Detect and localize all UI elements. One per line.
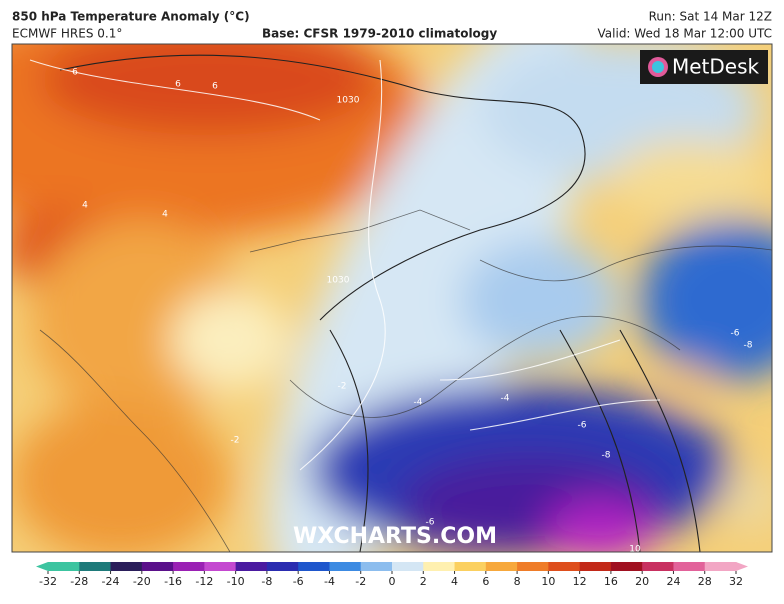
colorbar-tick-label: 0	[389, 575, 396, 588]
contour-label: 1030	[337, 96, 360, 106]
contour-label: -2	[231, 436, 240, 446]
colorbar-segment	[454, 562, 487, 571]
colorbar-tick-label: -2	[355, 575, 366, 588]
colorbar-tick-label: 24	[666, 575, 680, 588]
colorbar-tick-label: 8	[514, 575, 521, 588]
valid: Valid: Wed 18 Mar 12:00 UTC	[598, 27, 772, 41]
contour-label: -2	[338, 382, 347, 392]
colorbar-tick-label: -6	[293, 575, 304, 588]
colorbar-tick-label: 16	[604, 575, 618, 588]
colorbar-end	[736, 562, 748, 571]
colorbar-segment	[141, 562, 174, 571]
colorbar: -32 -28 -24 -20 -16 -12 -10 -8 -6 -4 -2 0 2 4 6 8 10 12 16…	[36, 562, 748, 588]
model: ECMWF HRES 0.1°	[12, 27, 122, 41]
colorbar-tick-label: -10	[227, 575, 245, 588]
colorbar-segment	[204, 562, 237, 571]
colorbar-tick-label: -4	[324, 575, 335, 588]
colorbar-segment	[173, 562, 205, 571]
colorbar-tick-label: -28	[70, 575, 88, 588]
base: Base: CFSR 1979-2010 climatology	[262, 27, 497, 41]
colorbar-segment	[48, 562, 80, 571]
contour-label: 6	[212, 82, 218, 92]
colorbar-segment	[517, 562, 549, 571]
contour-label: -6	[426, 518, 435, 528]
colorbar-tick-label: 20	[635, 575, 649, 588]
colorbar-tick-label: -12	[195, 575, 213, 588]
contour-label: 4	[82, 201, 88, 211]
contour-label: -6	[731, 329, 740, 339]
colorbar-segment	[360, 562, 393, 571]
contour-label: 1030	[327, 276, 350, 286]
colorbar-segment	[79, 562, 112, 571]
contour-label: -8	[602, 451, 611, 461]
contour-label: -8	[744, 341, 753, 351]
colorbar-segment	[548, 562, 581, 571]
colorbar-tick-label: 32	[729, 575, 743, 588]
colorbar-end	[36, 562, 48, 571]
colorbar-tick-label: 4	[451, 575, 458, 588]
colorbar-tick-label: -8	[261, 575, 272, 588]
contour-label: 6	[72, 68, 78, 78]
contour-label: 6	[175, 80, 181, 90]
colorbar-segment	[423, 562, 456, 571]
colorbar-tick-label: 2	[420, 575, 427, 588]
colorbar-tick-label: -32	[39, 575, 57, 588]
colorbar-segment	[266, 562, 299, 571]
colorbar-segment	[673, 562, 706, 571]
contour-label: 4	[162, 210, 168, 220]
colorbar-segment	[485, 562, 518, 571]
colorbar-tick-label: 12	[573, 575, 587, 588]
colorbar-segment	[579, 562, 612, 571]
colorbar-segment	[642, 562, 674, 571]
contour-label: 10	[629, 545, 641, 555]
map-frame	[11, 43, 773, 553]
colorbar-tick-label: -16	[164, 575, 182, 588]
run: Run: Sat 14 Mar 12Z	[649, 10, 772, 24]
colorbar-tick-label: -20	[133, 575, 151, 588]
colorbar-tick-label: 28	[698, 575, 712, 588]
colorbar-segment	[610, 562, 643, 571]
colorbar-segment	[704, 562, 737, 571]
colorbar-segment	[329, 562, 362, 571]
logo: MetDesk	[672, 55, 760, 79]
contour-label: -6	[578, 421, 587, 431]
colorbar-tick-label: 6	[482, 575, 489, 588]
watermark: WXCHARTS.COM	[293, 524, 497, 549]
colorbar-tick-label: 10	[541, 575, 555, 588]
colorbar-segment	[298, 562, 330, 571]
colorbar-segment	[235, 562, 268, 571]
title: 850 hPa Temperature Anomaly (°C)	[12, 10, 250, 24]
contour-label: -4	[414, 398, 423, 408]
colorbar-tick-label: -24	[102, 575, 120, 588]
contour-label: -4	[501, 394, 510, 404]
colorbar-segment	[110, 562, 143, 571]
colorbar-segment	[392, 562, 424, 571]
